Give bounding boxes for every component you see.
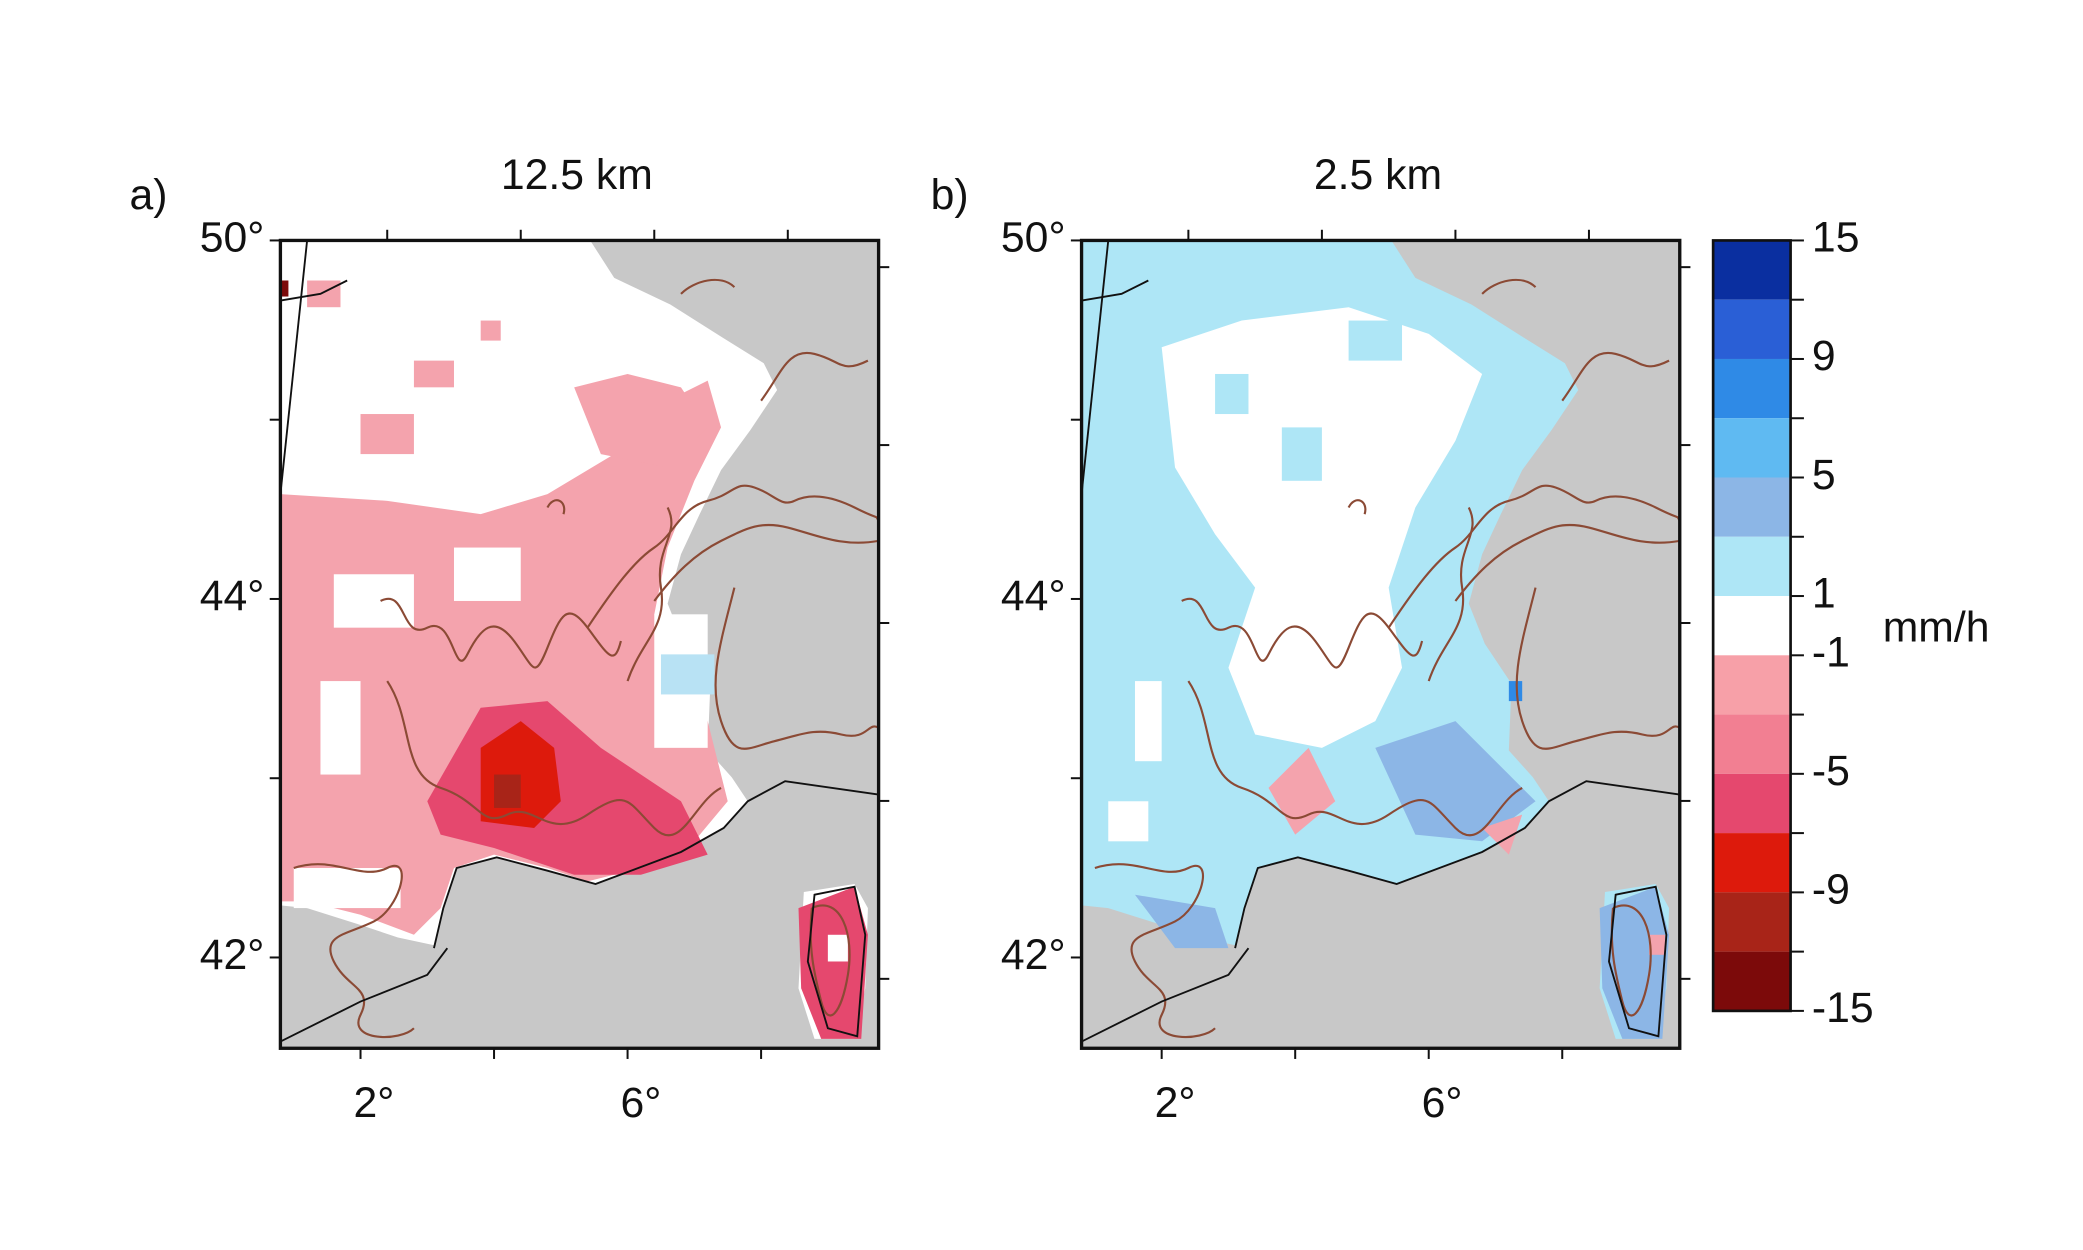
colorbar-label: -9 bbox=[1812, 866, 1850, 914]
map-b bbox=[1079, 238, 1682, 1050]
colorbar: 15 9 5 1 -1 -5 -9 -15 bbox=[1711, 214, 1874, 1032]
color-swatch bbox=[1713, 951, 1791, 1011]
color-swatch bbox=[1713, 655, 1791, 715]
colorbar-label: 1 bbox=[1812, 569, 1836, 617]
color-swatch bbox=[1713, 358, 1791, 419]
panel-title: 2.5 km bbox=[1314, 151, 1442, 199]
y-tick-label: 42° bbox=[200, 931, 265, 979]
color-swatch bbox=[1713, 833, 1791, 893]
panel-label: b) bbox=[931, 171, 969, 219]
colorbar-label: 9 bbox=[1812, 332, 1836, 380]
color-swatch bbox=[1713, 892, 1791, 952]
panel-title: 12.5 km bbox=[501, 151, 653, 199]
x-tick-label: 6° bbox=[1422, 1079, 1463, 1127]
y-tick-label: 44° bbox=[200, 572, 265, 620]
colorbar-frame bbox=[1711, 239, 1792, 1013]
panel-label: a) bbox=[130, 171, 168, 219]
map-a bbox=[278, 238, 881, 1050]
y-tick-label: 50° bbox=[1001, 214, 1066, 262]
color-swatch bbox=[1713, 418, 1791, 478]
x-tick-label: 2° bbox=[353, 1079, 394, 1127]
color-swatch bbox=[1713, 477, 1791, 537]
y-tick-label: 44° bbox=[1001, 572, 1066, 620]
x-tick-label: 6° bbox=[621, 1079, 662, 1127]
y-tick-label: 42° bbox=[1001, 931, 1066, 979]
colorbar-label: -1 bbox=[1812, 629, 1850, 677]
colorbar-label: 15 bbox=[1812, 214, 1860, 262]
color-swatch bbox=[1713, 299, 1791, 359]
color-swatch bbox=[1713, 240, 1791, 300]
color-swatch bbox=[1713, 714, 1791, 774]
colorbar-label: 5 bbox=[1812, 451, 1836, 499]
color-swatch bbox=[1713, 773, 1791, 834]
colorbar-label: -15 bbox=[1812, 984, 1874, 1032]
color-swatch bbox=[1713, 536, 1791, 597]
x-tick-label: 2° bbox=[1155, 1079, 1196, 1127]
color-swatch bbox=[1713, 596, 1791, 656]
colorbar-unit: mm/h bbox=[1883, 604, 1990, 652]
colorbar-label: -5 bbox=[1812, 747, 1850, 795]
y-tick-label: 50° bbox=[200, 214, 265, 262]
